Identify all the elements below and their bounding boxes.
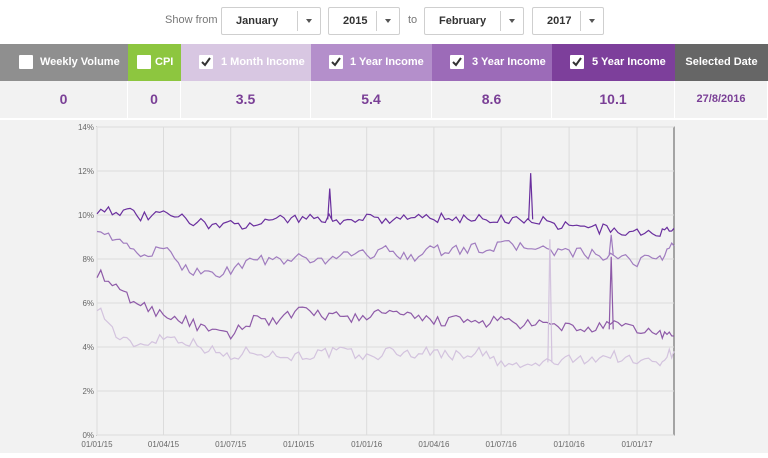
- kpi-tile-cpi[interactable]: CPI 0: [128, 44, 181, 118]
- kpi-value: 10.1: [599, 91, 627, 107]
- from-month-select[interactable]: January: [221, 7, 321, 35]
- kpi-value: 0: [150, 91, 158, 107]
- x-tick-label: 01/01/17: [621, 440, 653, 449]
- kpi-value: 8.6: [481, 91, 502, 107]
- checkbox-checked-icon[interactable]: [450, 55, 464, 69]
- x-tick-label: 01/01/15: [81, 440, 113, 449]
- checkbox-icon[interactable]: [19, 55, 33, 69]
- kpi-tile-3-year-income[interactable]: 3 Year Income 8.6: [432, 44, 552, 118]
- kpi-value-cell: 27/8/2016: [675, 81, 768, 118]
- y-tick-label: 12%: [78, 167, 94, 176]
- kpi-value: 0: [59, 91, 68, 107]
- x-tick-label: 01/10/15: [283, 440, 315, 449]
- income-line-chart: 01/01/15 01/04/15 01/07/15 01/10/15 01/01/16…: [78, 123, 675, 449]
- kpi-label: Selected Date: [685, 56, 758, 68]
- checkbox-checked-icon[interactable]: [329, 55, 343, 69]
- to-year-select[interactable]: 2017: [532, 7, 604, 35]
- kpi-value-cell: 0: [0, 81, 128, 118]
- series-spike: [528, 173, 534, 220]
- kpi-label: 5 Year Income: [592, 56, 666, 68]
- y-tick-label: 10%: [78, 211, 94, 220]
- y-tick-label: 8%: [82, 255, 94, 264]
- series-line-3: [96, 205, 675, 237]
- series-spike: [608, 256, 614, 330]
- kpi-header[interactable]: 3 Year Income: [432, 44, 552, 81]
- kpi-tile-1-month-income[interactable]: 1 Month Income 3.5: [181, 44, 311, 118]
- x-tick-label: 01/04/16: [418, 440, 450, 449]
- x-tick-label: 01/07/16: [486, 440, 518, 449]
- kpi-header: Selected Date: [675, 44, 768, 81]
- series-spike: [547, 239, 553, 363]
- y-tick-label: 2%: [82, 387, 94, 396]
- to-month-select[interactable]: February: [424, 7, 524, 35]
- kpi-value: 27/8/2016: [696, 93, 746, 105]
- plot-frame: [96, 126, 675, 436]
- kpi-label: 3 Year Income: [472, 56, 546, 68]
- kpi-value-cell: 8.6: [432, 81, 552, 118]
- x-tick-label: 01/01/16: [351, 440, 383, 449]
- to-year-value: 2017: [547, 15, 572, 27]
- kpi-label: 1 Year Income: [350, 56, 424, 68]
- chevron-down-icon: [580, 11, 603, 31]
- kpi-label: 1 Month Income: [221, 56, 305, 68]
- x-tick-label: 01/10/16: [554, 440, 586, 449]
- from-year-select[interactable]: 2015: [328, 7, 400, 35]
- kpi-header[interactable]: Weekly Volume: [0, 44, 128, 81]
- show-from-label: Show from: [165, 14, 218, 26]
- kpi-label: Weekly Volume: [40, 56, 120, 68]
- kpi-header[interactable]: 1 Year Income: [311, 44, 432, 81]
- checkbox-checked-icon[interactable]: [570, 55, 584, 69]
- chart-panel: 01/01/15 01/04/15 01/07/15 01/10/15 01/01/16…: [0, 120, 768, 453]
- chevron-down-icon: [297, 11, 320, 31]
- series-line-1: [96, 268, 675, 341]
- from-year-value: 2015: [343, 15, 368, 27]
- checkbox-checked-icon[interactable]: [199, 55, 213, 69]
- series-spike: [327, 188, 333, 220]
- to-month-value: February: [439, 15, 487, 27]
- series-line-2: [96, 230, 675, 278]
- y-tick-label: 0%: [82, 431, 94, 440]
- kpi-value-cell: 0: [128, 81, 181, 118]
- y-tick-label: 6%: [82, 299, 94, 308]
- from-month-value: January: [236, 15, 279, 27]
- series-line-0: [96, 307, 675, 369]
- chevron-down-icon: [376, 11, 399, 31]
- kpi-tile-1-year-income[interactable]: 1 Year Income 5.4: [311, 44, 432, 118]
- checkbox-icon[interactable]: [137, 55, 151, 69]
- kpi-header[interactable]: 1 Month Income: [181, 44, 311, 81]
- kpi-label: CPI: [155, 56, 174, 68]
- kpi-value-cell: 5.4: [311, 81, 432, 118]
- kpi-value-cell: 3.5: [181, 81, 311, 118]
- x-tick-label: 01/04/15: [148, 440, 180, 449]
- kpi-tile-selected-date: Selected Date 27/8/2016: [675, 44, 768, 118]
- x-tick-label: 01/07/15: [215, 440, 247, 449]
- y-tick-label: 14%: [78, 123, 94, 132]
- to-label: to: [408, 14, 418, 26]
- y-tick-label: 4%: [82, 343, 94, 352]
- kpi-value: 3.5: [235, 91, 256, 107]
- chevron-down-icon: [500, 11, 523, 31]
- kpi-value-cell: 10.1: [552, 81, 675, 118]
- date-filter-bar: Show from January 2015 to February 2017: [0, 0, 768, 44]
- series-spike: [608, 234, 614, 255]
- kpi-header[interactable]: CPI: [128, 44, 181, 81]
- kpi-tile-5-year-income[interactable]: 5 Year Income 10.1: [552, 44, 675, 118]
- kpi-value: 5.4: [361, 91, 381, 107]
- kpi-header[interactable]: 5 Year Income: [552, 44, 675, 81]
- kpi-tile-weekly-volume[interactable]: Weekly Volume 0: [0, 44, 128, 118]
